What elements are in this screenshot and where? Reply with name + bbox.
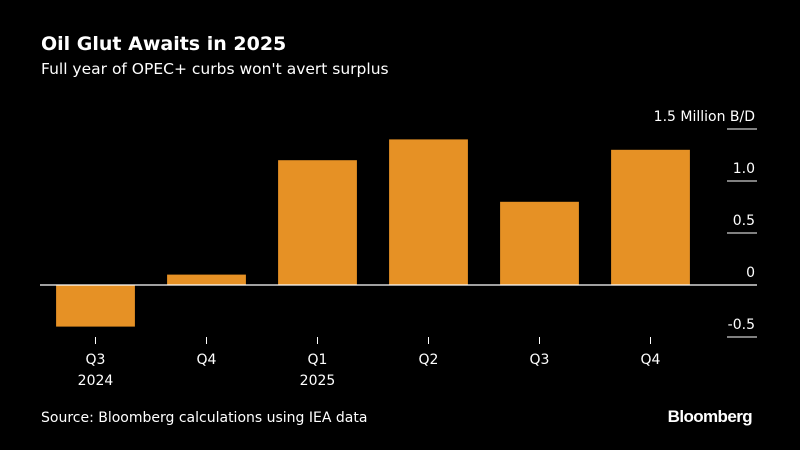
x-tick-label: Q4: [197, 352, 217, 368]
x-tick-label: Q3: [530, 352, 550, 368]
y-tick-label: 1.0: [733, 161, 755, 177]
bar: [167, 274, 246, 285]
y-tick-label: 1.5 Million B/D: [654, 109, 755, 125]
chart-title: Oil Glut Awaits in 2025: [41, 33, 287, 55]
bar: [278, 160, 357, 285]
x-year-label: 2025: [300, 373, 336, 389]
source-note: Source: Bloomberg calculations using IEA…: [41, 410, 368, 426]
bar: [56, 285, 135, 327]
bar: [389, 139, 468, 285]
x-tick-label: Q1: [308, 352, 328, 368]
y-tick-label: -0.5: [728, 317, 755, 333]
bloomberg-logo: Bloomberg: [667, 407, 753, 426]
x-tick-label: Q3: [86, 352, 106, 368]
chart-subtitle: Full year of OPEC+ curbs won't avert sur…: [41, 60, 389, 78]
y-tick-label: 0.5: [733, 213, 755, 229]
y-tick-label: 0: [746, 265, 755, 281]
bar: [611, 149, 690, 285]
x-tick-label: Q2: [419, 352, 439, 368]
x-tick-label: Q4: [641, 352, 661, 368]
bar: [500, 201, 579, 285]
x-year-label: 2024: [78, 373, 114, 389]
bar-chart: 1.5 Million B/D 1.0 0.5 0 -0.5 Q3 2024 Q4 Q1 2025…: [40, 109, 757, 389]
